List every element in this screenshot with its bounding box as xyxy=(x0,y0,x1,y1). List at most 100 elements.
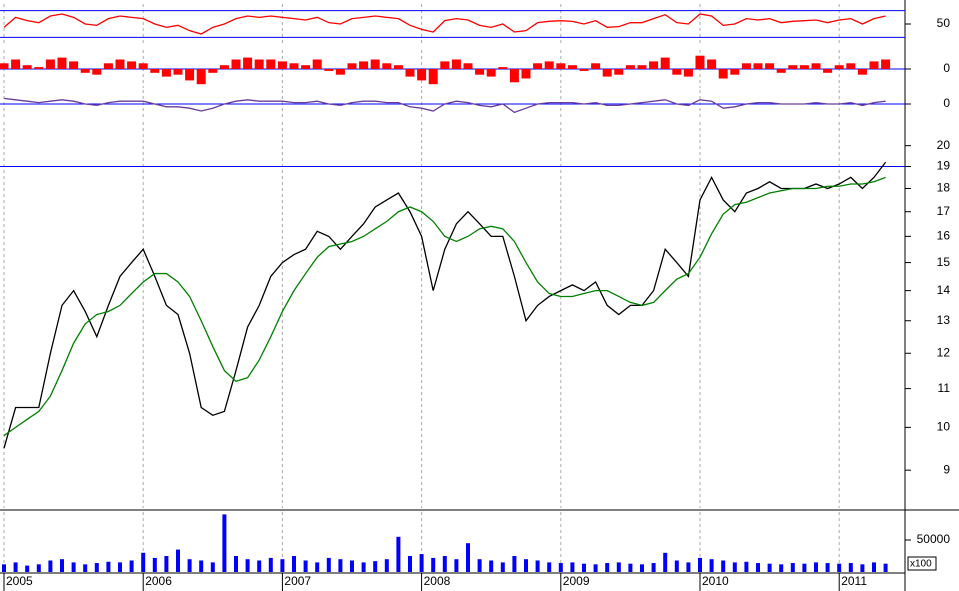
bar xyxy=(509,69,519,83)
bar xyxy=(535,560,540,572)
bar xyxy=(579,69,589,71)
bar xyxy=(187,559,192,572)
unit-box xyxy=(907,556,937,571)
bar xyxy=(161,69,171,77)
y-tick-label: 12 xyxy=(937,345,951,359)
bar xyxy=(373,561,378,572)
bar xyxy=(512,556,517,572)
x-tick-label: 2010 xyxy=(702,574,729,588)
bar xyxy=(83,564,88,572)
series-line xyxy=(3,97,886,114)
bar xyxy=(408,556,412,572)
bar xyxy=(614,69,624,75)
bar xyxy=(417,69,427,81)
bar xyxy=(846,63,856,69)
bar xyxy=(625,65,635,69)
bar xyxy=(25,565,30,572)
bar xyxy=(788,65,798,69)
bar xyxy=(672,69,682,75)
bar xyxy=(883,563,888,572)
bar xyxy=(428,69,438,85)
bar xyxy=(338,559,343,572)
bar xyxy=(292,556,296,572)
y-tick-label: 16 xyxy=(937,229,951,243)
bar xyxy=(811,63,821,69)
bar xyxy=(834,65,844,69)
y-tick-label: 11 xyxy=(938,381,951,395)
bar xyxy=(616,562,621,572)
series-line xyxy=(3,176,886,437)
bar xyxy=(848,563,853,572)
bar xyxy=(254,59,264,69)
bar xyxy=(234,556,238,572)
bar xyxy=(106,561,111,572)
bar xyxy=(129,560,134,572)
bar xyxy=(489,560,494,572)
bar xyxy=(335,69,345,75)
bar xyxy=(591,63,601,69)
bar xyxy=(857,69,867,75)
bar xyxy=(524,559,528,572)
bar xyxy=(173,69,183,75)
bar xyxy=(347,63,357,69)
y-tick-label: 13 xyxy=(937,313,951,327)
bar xyxy=(243,57,253,69)
bar xyxy=(732,562,737,572)
bar xyxy=(767,563,772,572)
bar xyxy=(361,562,366,572)
bar xyxy=(872,562,876,572)
bar xyxy=(359,61,369,69)
bar xyxy=(222,514,227,572)
bar xyxy=(582,563,586,572)
bar xyxy=(0,63,9,69)
bar xyxy=(567,65,577,69)
x-tick-label: 2008 xyxy=(424,574,451,588)
bar xyxy=(80,69,90,73)
bar xyxy=(199,560,204,572)
bar xyxy=(640,564,644,572)
series-line xyxy=(3,161,887,449)
bar xyxy=(602,69,612,77)
bar xyxy=(799,65,809,69)
bar xyxy=(118,562,122,572)
bar xyxy=(628,563,633,572)
bar xyxy=(301,65,311,69)
y-tick-label: 10 xyxy=(937,420,951,434)
bar xyxy=(208,69,218,73)
y-tick-label: 50 xyxy=(937,16,951,30)
bar xyxy=(393,65,403,69)
bar xyxy=(498,67,508,69)
bar xyxy=(698,557,702,572)
bar xyxy=(753,63,763,69)
y-tick-label: 17 xyxy=(937,204,951,218)
bar xyxy=(593,564,598,572)
bar xyxy=(71,562,76,572)
bar xyxy=(277,61,287,69)
bar xyxy=(103,63,113,69)
bar xyxy=(92,69,102,75)
bar xyxy=(570,562,575,572)
x-tick-label: 2006 xyxy=(145,574,172,588)
bar xyxy=(315,562,320,572)
bar xyxy=(707,59,717,69)
bar xyxy=(138,63,148,69)
bar xyxy=(649,61,659,69)
bar xyxy=(765,63,775,69)
bar xyxy=(475,69,485,75)
bar xyxy=(141,552,146,572)
bar xyxy=(36,564,41,572)
bar xyxy=(419,554,424,572)
bar xyxy=(823,69,833,73)
bar xyxy=(802,563,807,572)
bar xyxy=(721,560,726,572)
bar xyxy=(776,69,786,73)
bar xyxy=(730,69,740,75)
bar xyxy=(605,563,610,572)
x-tick-label: 2005 xyxy=(6,574,33,588)
bar xyxy=(451,59,461,69)
bar xyxy=(257,560,262,572)
bar xyxy=(176,549,180,572)
bar xyxy=(94,563,99,572)
bar xyxy=(312,59,322,69)
